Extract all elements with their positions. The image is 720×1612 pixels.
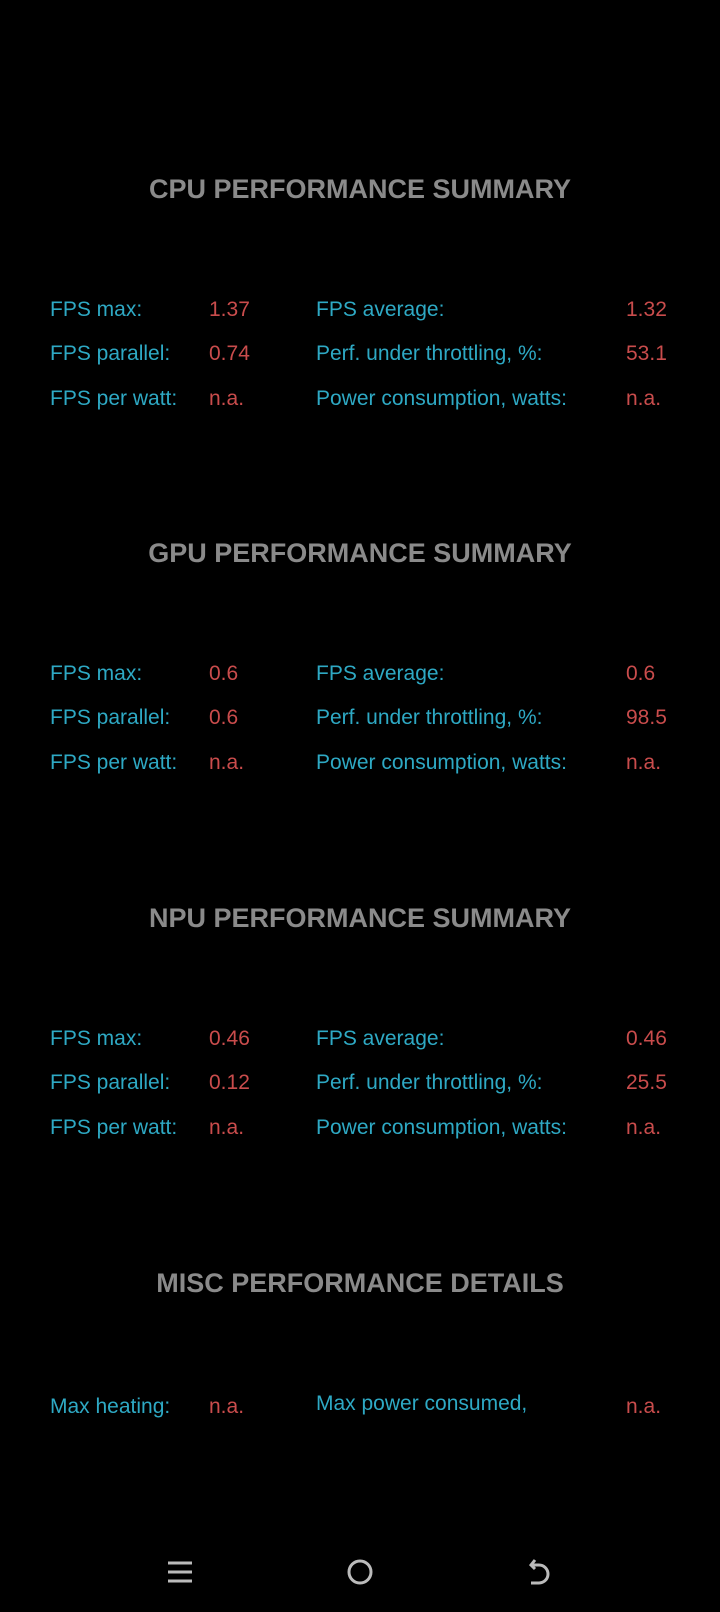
- metric-label: Power consumption, watts:: [316, 1116, 567, 1139]
- menu-button[interactable]: [160, 1552, 200, 1592]
- metric-label: FPS max:: [50, 662, 143, 685]
- metric-value: n.a.: [209, 387, 245, 410]
- metric-value: n.a.: [209, 1116, 245, 1139]
- back-icon: [528, 1559, 550, 1585]
- metric-value: 1.32: [626, 298, 667, 321]
- metric-label: FPS max:: [50, 298, 143, 321]
- metric-value: 0.46: [626, 1027, 667, 1050]
- metric-label: FPS average:: [316, 298, 445, 321]
- metric-label: Power consumption, watts:: [316, 751, 567, 774]
- metric-label: FPS parallel:: [50, 706, 171, 729]
- metric-label: FPS per watt:: [50, 387, 178, 410]
- max-power-value: n.a.: [626, 1395, 662, 1418]
- section-title: CPU PERFORMANCE SUMMARY: [148, 174, 571, 204]
- metric-label: FPS per watt:: [50, 751, 178, 774]
- metric-value: n.a.: [209, 751, 245, 774]
- metric-label: FPS per watt:: [50, 1116, 178, 1139]
- metric-value: 53.1: [626, 342, 667, 365]
- metric-value: 0.46: [209, 1027, 250, 1050]
- metric-label: Perf. under throttling, %:: [316, 706, 543, 729]
- metric-label: FPS parallel:: [50, 342, 171, 365]
- metric-value: 0.6: [209, 662, 239, 685]
- section-title: NPU PERFORMANCE SUMMARY: [148, 903, 571, 933]
- home-button[interactable]: [340, 1552, 380, 1592]
- metric-label: Perf. under throttling, %:: [316, 342, 543, 365]
- metric-value: 25.5: [626, 1071, 667, 1094]
- section-title: GPU PERFORMANCE SUMMARY: [148, 538, 572, 568]
- metric-label: Perf. under throttling, %:: [316, 1071, 543, 1094]
- metric-value: 0.6: [209, 706, 239, 729]
- metric-value: n.a.: [626, 387, 662, 410]
- menu-icon: [168, 1561, 192, 1583]
- back-button[interactable]: [520, 1552, 560, 1592]
- metric-label: FPS max:: [50, 1027, 143, 1050]
- metric-label: FPS parallel:: [50, 1071, 171, 1094]
- metric-value: 0.12: [209, 1071, 250, 1094]
- metric-value: n.a.: [626, 751, 662, 774]
- metric-value: 1.37: [209, 298, 250, 321]
- home-icon: [347, 1559, 373, 1585]
- max-heating-label: Max heating:: [50, 1395, 171, 1418]
- metric-value: n.a.: [626, 1116, 662, 1139]
- metric-value: 0.74: [209, 342, 250, 365]
- metric-label: Power consumption, watts:: [316, 387, 567, 410]
- metric-value: 98.5: [626, 706, 667, 729]
- max-power-label: Max power consumed, watts:: [316, 1392, 528, 1415]
- metric-label: FPS average:: [316, 1027, 445, 1050]
- metric-label: FPS average:: [316, 662, 445, 685]
- metric-value: 0.6: [626, 662, 656, 685]
- section-title: MISC PERFORMANCE DETAILS: [156, 1268, 564, 1298]
- max-heating-value: n.a.: [209, 1395, 245, 1418]
